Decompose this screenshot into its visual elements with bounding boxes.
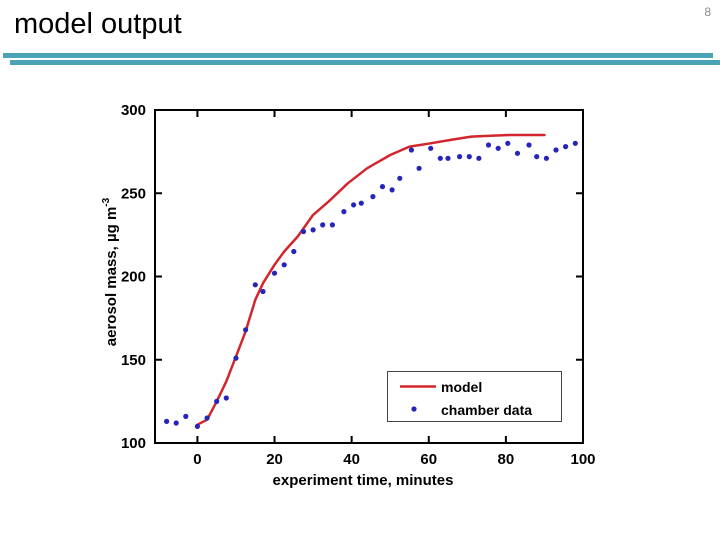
data-point	[164, 418, 170, 424]
x-tick-label: 80	[498, 451, 515, 468]
data-point	[358, 200, 364, 206]
data-point	[310, 227, 316, 233]
data-point	[526, 142, 532, 148]
data-point	[416, 165, 422, 171]
data-point	[183, 413, 189, 419]
data-point	[252, 282, 258, 288]
data-point	[457, 154, 463, 160]
data-point	[281, 262, 287, 268]
data-point	[397, 175, 403, 181]
x-axis-label: experiment time, minutes	[273, 472, 454, 489]
y-tick-label: 100	[121, 435, 146, 452]
x-tick-label: 20	[266, 451, 283, 468]
title-divider-bottom	[10, 60, 720, 65]
data-point	[370, 194, 376, 200]
x-tick-label: 40	[343, 451, 360, 468]
y-tick-label: 250	[121, 185, 146, 202]
data-point	[408, 147, 414, 153]
data-point	[233, 355, 239, 361]
slide-title: model output	[14, 8, 182, 40]
data-point	[204, 415, 210, 421]
data-point	[329, 222, 335, 228]
x-tick-label: 100	[570, 451, 595, 468]
y-tick-label: 150	[121, 352, 146, 369]
data-point	[495, 145, 501, 151]
data-point	[505, 140, 511, 146]
data-point	[341, 209, 347, 215]
data-point	[260, 288, 266, 295]
data-point	[214, 398, 220, 404]
data-point	[485, 142, 492, 148]
y-axis-label: aerosol mass, µg m-3	[101, 197, 120, 346]
legend-model-label: model	[441, 379, 482, 395]
data-point	[553, 147, 559, 153]
data-point	[466, 154, 472, 160]
data-point	[428, 145, 434, 151]
data-point	[514, 150, 521, 156]
x-tick-label: 0	[193, 451, 201, 468]
legend-data-marker	[411, 406, 417, 412]
data-point	[563, 144, 569, 150]
y-tick-label: 200	[121, 269, 146, 286]
y-tick-label: 300	[121, 102, 146, 119]
data-point	[476, 155, 482, 161]
page-number: 8	[704, 5, 711, 19]
data-point	[291, 248, 297, 255]
data-point	[173, 420, 179, 426]
data-point	[300, 228, 307, 235]
data-point	[379, 184, 386, 190]
x-tick-label: 60	[420, 451, 437, 468]
data-point	[534, 154, 540, 160]
data-point	[271, 270, 278, 276]
data-point	[351, 202, 357, 208]
data-point	[572, 140, 578, 146]
data-point	[389, 187, 395, 193]
legend-chamber-data-label: chamber data	[441, 402, 532, 418]
title-divider-top	[3, 53, 713, 58]
data-point	[223, 395, 229, 401]
data-point	[194, 423, 200, 429]
data-point	[437, 155, 443, 161]
model-line	[196, 133, 546, 426]
legend-box	[387, 371, 562, 422]
data-point	[543, 155, 550, 161]
data-point	[445, 155, 451, 161]
data-point	[243, 327, 249, 333]
data-point	[320, 222, 326, 228]
